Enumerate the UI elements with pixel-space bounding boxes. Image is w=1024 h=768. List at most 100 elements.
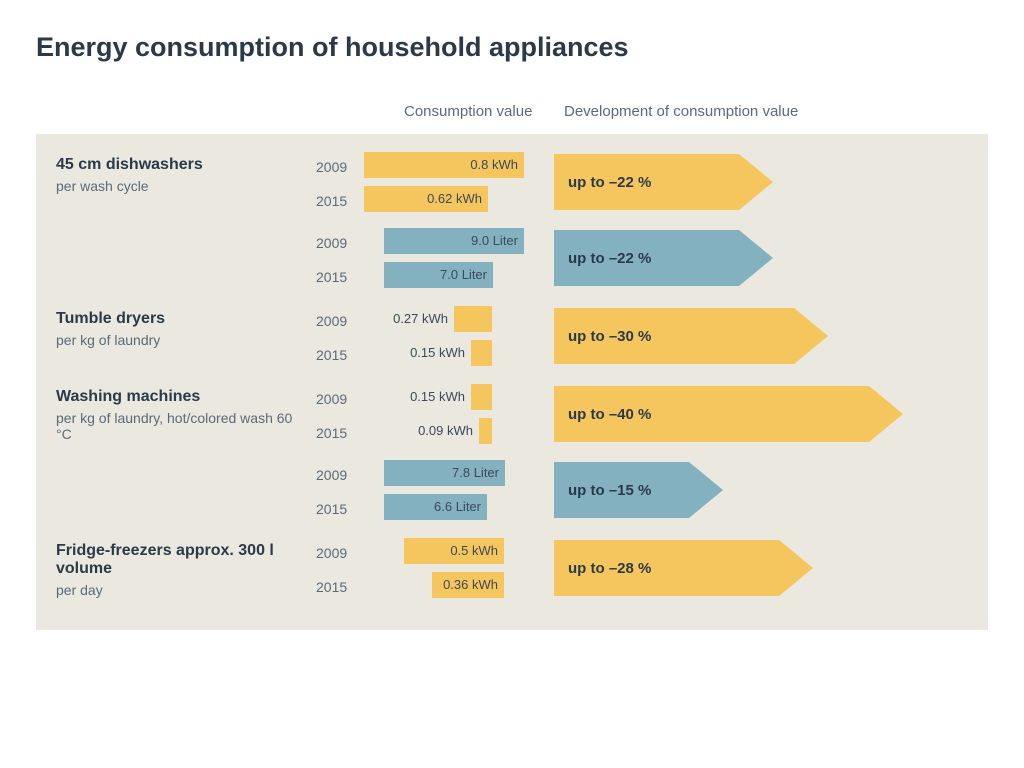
year-label: 2009 xyxy=(316,226,364,260)
year-column: 20092015 xyxy=(316,536,364,604)
arrow-column: up to –28 % xyxy=(544,536,968,600)
year-label: 2009 xyxy=(316,382,364,416)
appliance-label-col xyxy=(56,458,316,464)
consumption-bar xyxy=(471,340,492,366)
arrow-column: up to –40 % xyxy=(544,382,968,446)
metric-pair: 45 cm dishwashers per wash cycle 200920150… xyxy=(56,150,968,218)
arrow-head-icon xyxy=(739,230,773,286)
appliance-subtext: per wash cycle xyxy=(56,178,306,194)
consumption-bar xyxy=(454,306,492,332)
appliance-label-col: Fridge-freezers approx. 300 l volume per … xyxy=(56,536,316,598)
appliance-label-col: 45 cm dishwashers per wash cycle xyxy=(56,150,316,194)
arrow-body: up to –30 % xyxy=(554,308,794,364)
year-label: 2009 xyxy=(316,458,364,492)
bar-column: 9.0 Liter 7.0 Liter xyxy=(364,226,544,294)
development-arrow: up to –40 % xyxy=(554,386,903,442)
appliance-block: Fridge-freezers approx. 300 l volume per … xyxy=(56,536,968,604)
header-consumption-value: Consumption value xyxy=(404,103,564,120)
arrow-head-icon xyxy=(689,462,723,518)
bar-value-label: 7.8 Liter xyxy=(384,460,505,486)
development-arrow: up to –22 % xyxy=(554,154,773,210)
year-column: 20092015 xyxy=(316,458,364,526)
bar-value-label: 0.09 kWh xyxy=(418,418,473,444)
arrow-column: up to –22 % xyxy=(544,150,968,214)
bar-value-label: 0.62 kWh xyxy=(364,186,488,212)
metric-pair: Washing machines per kg of laundry, hot/c… xyxy=(56,382,968,450)
development-arrow: up to –22 % xyxy=(554,230,773,286)
bar-row: 0.15 kWh xyxy=(364,382,544,412)
year-label: 2015 xyxy=(316,260,364,294)
arrow-column: up to –30 % xyxy=(544,304,968,368)
appliance-subtext: per kg of laundry xyxy=(56,332,306,348)
appliance-label-col xyxy=(56,226,316,232)
bar-column: 0.5 kWh 0.36 kWh xyxy=(364,536,544,604)
bar-column: 0.8 kWh 0.62 kWh xyxy=(364,150,544,218)
appliance-label-col: Tumble dryers per kg of laundry xyxy=(56,304,316,348)
year-label: 2015 xyxy=(316,338,364,372)
appliance-name: Tumble dryers xyxy=(56,310,306,328)
metric-pair: Fridge-freezers approx. 300 l volume per … xyxy=(56,536,968,604)
appliance-block: Washing machines per kg of laundry, hot/c… xyxy=(56,382,968,526)
bar-row: 0.5 kWh xyxy=(364,536,544,566)
chart-panel: 45 cm dishwashersper wash cycle200920150… xyxy=(36,134,988,630)
bar-value-label: 7.0 Liter xyxy=(384,262,493,288)
bar-row: 6.6 Liter xyxy=(364,492,544,522)
bar-value-label: 0.36 kWh xyxy=(432,572,504,598)
year-label: 2009 xyxy=(316,150,364,184)
bar-row: 7.0 Liter xyxy=(364,260,544,290)
arrow-column: up to –15 % xyxy=(544,458,968,522)
bar-row: 0.62 kWh xyxy=(364,184,544,214)
metric-pair: 20092015 7.8 Liter 6.6 Liter up to –15 % xyxy=(56,458,968,526)
bar-row: 7.8 Liter xyxy=(364,458,544,488)
bar-row: 9.0 Liter xyxy=(364,226,544,256)
bar-value-label: 0.27 kWh xyxy=(393,306,448,332)
arrow-head-icon xyxy=(794,308,828,364)
bar-column: 0.27 kWh 0.15 kWh xyxy=(364,304,544,372)
consumption-bar xyxy=(471,384,492,410)
year-label: 2009 xyxy=(316,536,364,570)
page-title: Energy consumption of household applianc… xyxy=(36,32,988,63)
consumption-bar xyxy=(479,418,492,444)
arrow-head-icon xyxy=(739,154,773,210)
appliance-name: Fridge-freezers approx. 300 l volume xyxy=(56,542,306,578)
appliance-name: 45 cm dishwashers xyxy=(56,156,306,174)
appliance-subtext: per kg of laundry, hot/colored wash 60 °… xyxy=(56,410,306,442)
bar-column: 0.15 kWh 0.09 kWh xyxy=(364,382,544,450)
arrow-body: up to –22 % xyxy=(554,230,739,286)
bar-row: 0.27 kWh xyxy=(364,304,544,334)
bar-value-label: 0.5 kWh xyxy=(404,538,504,564)
bar-value-label: 0.15 kWh xyxy=(410,384,465,410)
arrow-body: up to –40 % xyxy=(554,386,869,442)
metric-pair: Tumble dryersper kg of laundry200920150.… xyxy=(56,304,968,372)
appliance-label-col: Washing machines per kg of laundry, hot/c… xyxy=(56,382,316,442)
year-column: 20092015 xyxy=(316,150,364,218)
development-arrow: up to –30 % xyxy=(554,308,828,364)
bar-value-label: 9.0 Liter xyxy=(384,228,524,254)
year-column: 20092015 xyxy=(316,304,364,372)
bar-value-label: 6.6 Liter xyxy=(384,494,487,520)
year-label: 2015 xyxy=(316,416,364,450)
year-label: 2015 xyxy=(316,570,364,604)
bar-row: 0.09 kWh xyxy=(364,416,544,446)
appliance-subtext: per day xyxy=(56,582,306,598)
column-headers: Consumption value Development of consump… xyxy=(36,103,988,120)
appliance-name: Washing machines xyxy=(56,388,306,406)
header-development: Development of consumption value xyxy=(564,103,798,120)
arrow-head-icon xyxy=(779,540,813,596)
appliance-block: Tumble dryersper kg of laundry200920150.… xyxy=(56,304,968,372)
development-arrow: up to –15 % xyxy=(554,462,723,518)
arrow-head-icon xyxy=(869,386,903,442)
bar-value-label: 0.8 kWh xyxy=(364,152,524,178)
year-label: 2009 xyxy=(316,304,364,338)
appliance-block: 45 cm dishwashersper wash cycle200920150… xyxy=(56,150,968,294)
development-arrow: up to –28 % xyxy=(554,540,813,596)
bar-column: 7.8 Liter 6.6 Liter xyxy=(364,458,544,526)
bar-row: 0.15 kWh xyxy=(364,338,544,368)
arrow-column: up to –22 % xyxy=(544,226,968,290)
year-label: 2015 xyxy=(316,184,364,218)
year-column: 20092015 xyxy=(316,382,364,450)
bar-row: 0.36 kWh xyxy=(364,570,544,600)
arrow-body: up to –15 % xyxy=(554,462,689,518)
arrow-body: up to –28 % xyxy=(554,540,779,596)
year-label: 2015 xyxy=(316,492,364,526)
